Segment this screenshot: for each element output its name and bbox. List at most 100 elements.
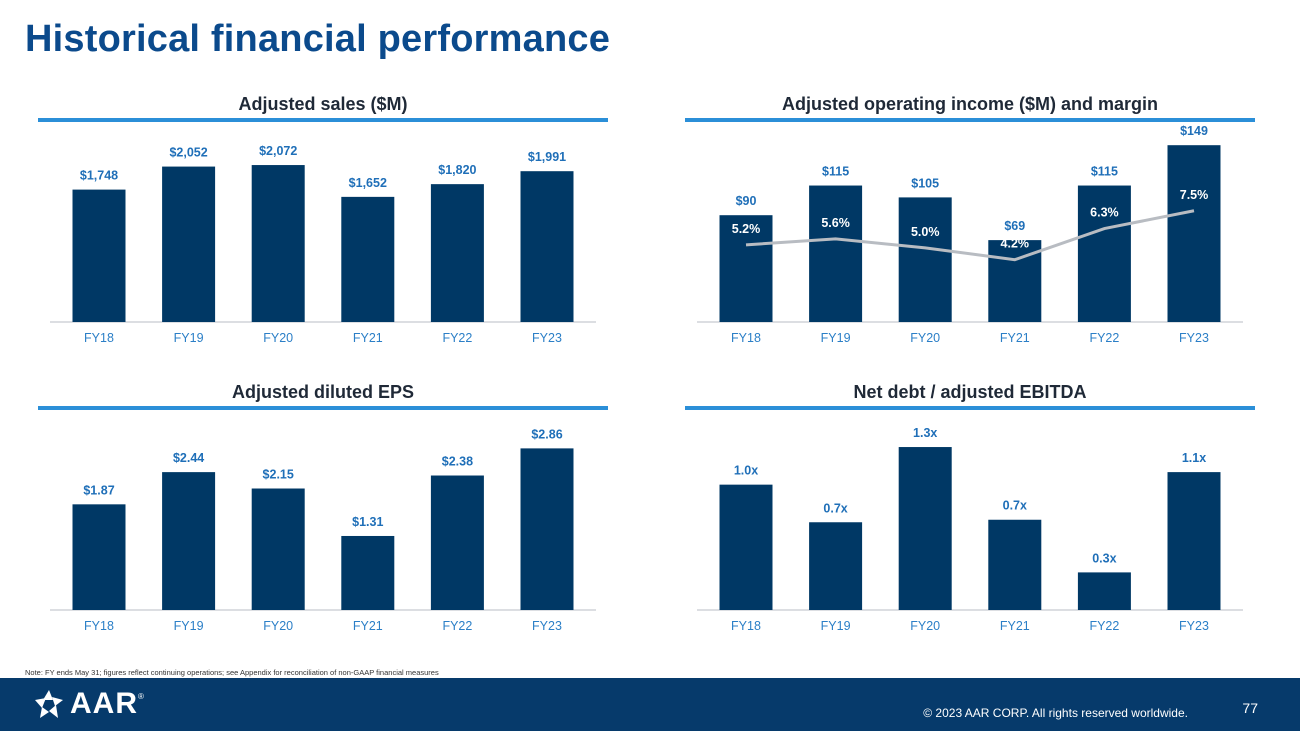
eps-bar (341, 535, 395, 610)
opinc-margin-label: 5.0% (911, 225, 940, 239)
opinc-margin-label: 4.2% (1001, 237, 1030, 251)
page-number: 77 (1242, 700, 1258, 716)
debt-bar-label: 0.7x (823, 501, 847, 515)
sales-tick-label: FY21 (353, 331, 383, 345)
debt-bar-label: 0.3x (1092, 551, 1116, 565)
opinc-bar-label: $69 (1004, 219, 1025, 233)
eps-chart-rule (38, 406, 608, 410)
opinc-tick-label: FY22 (1089, 331, 1119, 345)
eps-bar-label: $2.44 (173, 451, 204, 465)
sales-chart: $1,748 FY18 $2,052 FY19 $2,072 FY20 $1,652 FY21… (50, 144, 596, 345)
eps-bar (520, 448, 574, 610)
eps-bar (251, 488, 305, 610)
debt-tick-label: FY21 (1000, 619, 1030, 633)
footnote: Note: FY ends May 31; figures reflect co… (25, 668, 439, 677)
footer-bar: AAR ® © 2023 AAR CORP. All rights reserv… (0, 678, 1300, 731)
opinc-tick-label: FY18 (731, 331, 761, 345)
debt-bar-label: 1.0x (734, 464, 758, 478)
net-debt-chart-panel: Net debt / adjusted EBITDA 1.0x FY18 0.7x F… (685, 382, 1255, 642)
opinc-bar (1077, 185, 1131, 322)
debt-bar (809, 522, 863, 610)
debt-tick-label: FY20 (910, 619, 940, 633)
opinc-bar (809, 185, 863, 322)
eps-bar-label: $2.15 (263, 468, 294, 482)
eps-tick-label: FY21 (353, 619, 383, 633)
opinc-tick-label: FY23 (1179, 331, 1209, 345)
eps-chart: $1.87 FY18 $2.44 FY19 $2.15 FY20 $1.31 FY21 $2.3… (50, 427, 596, 633)
opinc-bar-label: $149 (1180, 124, 1208, 138)
aar-logo-mark-icon (35, 690, 63, 718)
page-title: Historical financial performance (25, 18, 611, 60)
opinc-margin-label: 6.3% (1090, 206, 1119, 220)
opinc-tick-label: FY20 (910, 331, 940, 345)
operating-income-chart: $90 FY18 $115 FY19 $105 FY20 $69 FY21 $115 FY22 $1… (697, 124, 1243, 345)
eps-tick-label: FY23 (532, 619, 562, 633)
sales-bar-label: $1,991 (528, 150, 566, 164)
opinc-bar (898, 197, 952, 322)
sales-bar-label: $2,072 (259, 144, 297, 158)
eps-tick-label: FY20 (263, 619, 293, 633)
registered-mark: ® (138, 692, 144, 701)
eps-bar (162, 472, 216, 610)
opinc-bar-label: $105 (911, 176, 939, 190)
opinc-margin-label: 5.2% (732, 222, 761, 236)
sales-tick-label: FY18 (84, 331, 114, 345)
eps-bar-label: $1.87 (83, 483, 114, 497)
sales-bar (520, 171, 574, 322)
debt-tick-label: FY18 (731, 619, 761, 633)
eps-bar (72, 504, 126, 610)
debt-bar-label: 1.3x (913, 426, 937, 440)
aar-logo-text: AAR (70, 687, 138, 720)
operating-income-chart-title: Adjusted operating income ($M) and margi… (781, 94, 1159, 114)
eps-chart-title: Adjusted diluted EPS (231, 382, 414, 402)
sales-tick-label: FY23 (532, 331, 562, 345)
debt-bar (988, 519, 1042, 610)
sales-bar-label: $1,748 (80, 169, 118, 183)
eps-tick-label: FY19 (174, 619, 204, 633)
debt-tick-label: FY19 (821, 619, 851, 633)
sales-bar (162, 166, 216, 322)
sales-bar (430, 184, 484, 322)
sales-tick-label: FY22 (442, 331, 472, 345)
opinc-bar (1167, 145, 1221, 322)
debt-bar (1167, 472, 1221, 610)
eps-bar-label: $2.86 (531, 427, 562, 441)
opinc-margin-label: 5.6% (821, 216, 850, 230)
operating-income-chart-panel: Adjusted operating income ($M) and margi… (685, 94, 1255, 354)
sales-bar-label: $2,052 (169, 146, 207, 160)
opinc-margin-label: 7.5% (1180, 188, 1209, 202)
opinc-margin-line (745, 209, 1195, 262)
debt-bar (1077, 572, 1131, 610)
eps-bar (430, 475, 484, 610)
opinc-bar (719, 215, 773, 322)
sales-chart-rule (38, 118, 608, 122)
sales-chart-title: Adjusted sales ($M) (238, 94, 408, 114)
eps-bar-label: $1.31 (352, 515, 383, 529)
operating-income-chart-rule (685, 118, 1255, 122)
opinc-tick-label: FY19 (821, 331, 851, 345)
eps-tick-label: FY22 (442, 619, 472, 633)
sales-tick-label: FY19 (174, 331, 204, 345)
copyright-text: © 2023 AAR CORP. All rights reserved wor… (923, 706, 1188, 720)
eps-tick-label: FY18 (84, 619, 114, 633)
opinc-bar-label: $115 (822, 165, 849, 179)
sales-bar (341, 196, 395, 322)
debt-tick-label: FY23 (1179, 619, 1209, 633)
sales-bar-label: $1,652 (349, 176, 387, 190)
eps-bar-label: $2.38 (442, 455, 473, 469)
sales-chart-panel: Adjusted sales ($M) $1,748 FY18 $2,052 FY19… (38, 94, 608, 354)
debt-tick-label: FY22 (1089, 619, 1119, 633)
debt-bar-label: 1.1x (1182, 451, 1206, 465)
opinc-tick-label: FY21 (1000, 331, 1030, 345)
sales-tick-label: FY20 (263, 331, 293, 345)
sales-bar-label: $1,820 (438, 163, 476, 177)
debt-bar (898, 447, 952, 610)
aar-logo: AAR ® (32, 687, 144, 720)
opinc-bar-label: $115 (1091, 165, 1118, 179)
debt-bar (719, 484, 773, 610)
sales-bar (72, 189, 126, 322)
eps-chart-panel: Adjusted diluted EPS $1.87 FY18 $2.44 FY19 $… (38, 382, 608, 642)
net-debt-chart-title: Net debt / adjusted EBITDA (853, 382, 1087, 402)
debt-bar-label: 0.7x (1003, 499, 1027, 513)
opinc-bar-label: $90 (736, 194, 757, 208)
